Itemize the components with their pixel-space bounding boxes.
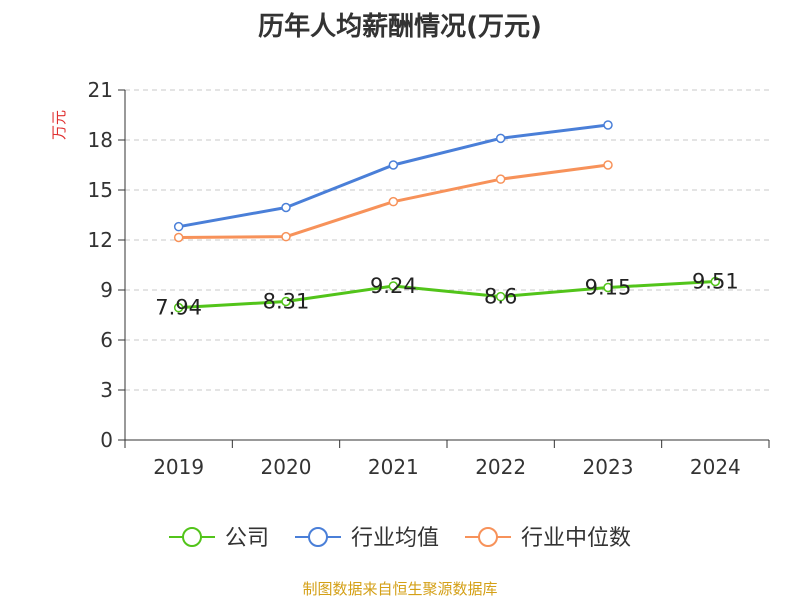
legend-item[interactable]: 公司 bbox=[169, 526, 269, 551]
data-labels: 7.94 8.31 9.24 8.6 9.15 9.51 bbox=[155, 270, 738, 320]
y-tick-label: 15 bbox=[88, 178, 113, 202]
y-tick-label: 12 bbox=[88, 228, 113, 252]
legend-item[interactable]: 行业均值 bbox=[295, 526, 439, 551]
y-tick-label: 18 bbox=[88, 128, 113, 152]
series-line bbox=[178, 280, 716, 310]
legend-label: 公司 bbox=[225, 526, 269, 551]
legend-item[interactable]: 行业中位数 bbox=[465, 526, 631, 551]
x-tick-label: 2020 bbox=[261, 455, 312, 479]
data-label: 8.31 bbox=[263, 290, 310, 314]
data-point bbox=[388, 160, 399, 170]
data-point bbox=[388, 281, 399, 291]
data-point bbox=[281, 202, 291, 213]
data-point bbox=[173, 302, 184, 313]
x-tick-label: 2019 bbox=[153, 455, 204, 479]
y-tick-label: 3 bbox=[100, 378, 113, 402]
x-tick-label: 2023 bbox=[583, 455, 634, 479]
y-tick-label: 21 bbox=[88, 78, 113, 102]
legend-label: 行业中位数 bbox=[521, 526, 631, 551]
y-tick-label: 0 bbox=[100, 428, 113, 452]
data-point bbox=[710, 276, 721, 287]
legend-label: 行业均值 bbox=[351, 526, 439, 551]
legend-swatch-marker bbox=[308, 527, 328, 547]
data-point bbox=[281, 296, 291, 307]
legend-swatch-marker bbox=[478, 527, 498, 547]
data-point bbox=[603, 282, 613, 293]
data-source-note: 制图数据来自恒生聚源数据库 bbox=[302, 580, 498, 598]
legend-swatch-marker bbox=[182, 527, 202, 547]
series bbox=[173, 120, 721, 313]
legend: 公司 行业均值 行业中位数 bbox=[169, 526, 631, 551]
data-label: 8.6 bbox=[484, 285, 517, 309]
grid-lines bbox=[125, 89, 769, 391]
data-label: 9.15 bbox=[585, 276, 632, 300]
x-tick-label: 2024 bbox=[690, 455, 741, 479]
data-label: 7.94 bbox=[155, 296, 202, 320]
data-point bbox=[495, 174, 506, 184]
x-tick-label: 2022 bbox=[475, 455, 526, 479]
data-point bbox=[388, 196, 399, 207]
data-point bbox=[173, 232, 184, 243]
y-tick-label: 9 bbox=[100, 278, 113, 302]
data-point bbox=[603, 120, 613, 130]
chart-title: 历年人均薪酬情况(万元) bbox=[258, 12, 542, 42]
x-tick-label: 2021 bbox=[368, 455, 419, 479]
data-point bbox=[173, 221, 184, 232]
data-label: 9.24 bbox=[370, 274, 417, 298]
data-point bbox=[281, 231, 291, 242]
data-point bbox=[495, 133, 506, 144]
y-axis-label: 万元 bbox=[50, 110, 68, 140]
data-point bbox=[603, 160, 613, 170]
data-label: 9.51 bbox=[692, 270, 739, 294]
y-tick-label: 6 bbox=[100, 328, 113, 352]
data-point bbox=[495, 291, 506, 302]
axes: 0 3 6 9 12 15 18 21 2019 2020 2021 2022 2023 2024 bbox=[88, 78, 770, 479]
